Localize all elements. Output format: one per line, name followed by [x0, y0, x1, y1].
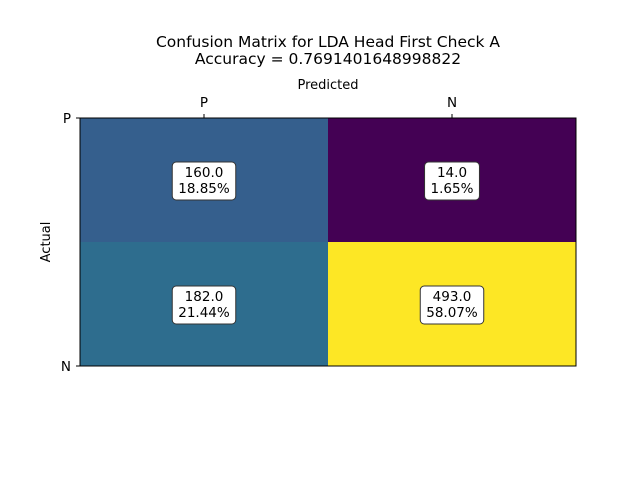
- cell-percent-label: 1.65%: [431, 181, 474, 197]
- chart-subtitle: Accuracy = 0.7691401648998822: [194, 50, 462, 68]
- cell-percent-label: 58.07%: [426, 305, 478, 321]
- cell-annotation: 14.01.65%: [424, 161, 480, 201]
- cell-count-label: 160.0: [185, 165, 224, 181]
- cell-percent-label: 21.44%: [178, 305, 230, 321]
- cell-count-label: 14.0: [437, 165, 467, 181]
- cell-annotation-box: [419, 285, 485, 325]
- cell-count-label: 182.0: [185, 289, 224, 305]
- y-tick-label: N: [61, 359, 71, 375]
- cell-annotation: 182.021.44%: [171, 285, 237, 325]
- cell-annotation-box: [171, 161, 237, 201]
- y-axis-label: Actual: [39, 222, 54, 263]
- cell-annotation-box: [424, 161, 480, 201]
- chart-title: Confusion Matrix for LDA Head First Chec…: [155, 33, 501, 51]
- cell-percent-label: 18.85%: [178, 181, 230, 197]
- cell-annotation: 160.018.85%: [171, 161, 237, 201]
- x-tick-label: P: [200, 95, 208, 111]
- x-axis-label: Predicted: [297, 78, 358, 93]
- cell-annotation-box: [171, 285, 237, 325]
- plot-frame: [79, 117, 577, 367]
- cell-annotation: 493.058.07%: [419, 285, 485, 325]
- y-tick-label: P: [63, 111, 71, 127]
- cell-count-label: 493.0: [433, 289, 472, 305]
- x-tick-label: N: [447, 95, 457, 111]
